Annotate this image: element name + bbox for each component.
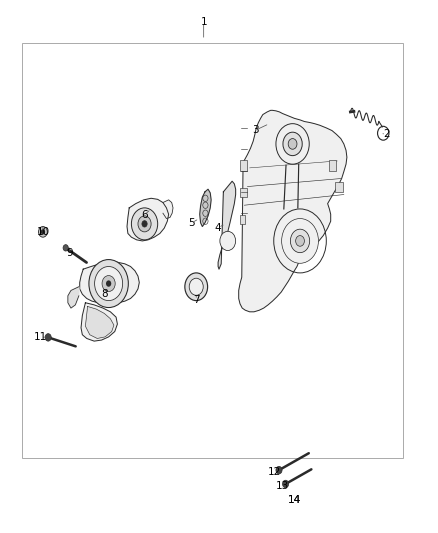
Bar — [22, 43, 403, 458]
Text: 8: 8 — [101, 289, 108, 299]
Circle shape — [296, 236, 304, 246]
Text: 14: 14 — [288, 495, 301, 505]
Bar — [240, 188, 247, 197]
Circle shape — [131, 208, 158, 240]
Text: 12: 12 — [268, 467, 281, 477]
Bar — [328, 160, 336, 171]
Text: 11: 11 — [34, 333, 47, 342]
Circle shape — [106, 280, 111, 287]
Text: 2: 2 — [383, 130, 390, 139]
Bar — [240, 160, 247, 171]
Polygon shape — [85, 306, 114, 338]
Polygon shape — [218, 181, 236, 269]
Circle shape — [39, 227, 47, 237]
Circle shape — [290, 229, 310, 253]
Polygon shape — [81, 303, 117, 341]
Polygon shape — [163, 200, 173, 219]
Circle shape — [189, 278, 203, 295]
Text: 14: 14 — [288, 495, 301, 505]
Text: 3: 3 — [252, 125, 259, 135]
Text: 4: 4 — [215, 223, 222, 232]
Circle shape — [63, 245, 68, 251]
Text: 5: 5 — [188, 218, 195, 228]
Circle shape — [220, 231, 236, 251]
Circle shape — [102, 276, 115, 292]
Bar — [335, 182, 343, 192]
Text: 9: 9 — [67, 248, 74, 258]
Bar — [240, 215, 245, 224]
Circle shape — [138, 216, 151, 232]
Circle shape — [276, 466, 282, 474]
Circle shape — [89, 260, 128, 308]
Text: 7: 7 — [193, 295, 200, 305]
Polygon shape — [127, 198, 169, 241]
Circle shape — [288, 139, 297, 149]
Circle shape — [283, 480, 289, 488]
Text: 10: 10 — [36, 227, 49, 237]
Circle shape — [185, 273, 208, 301]
Polygon shape — [239, 110, 347, 312]
Circle shape — [142, 221, 147, 227]
Text: 6: 6 — [141, 210, 148, 220]
Text: 13: 13 — [276, 481, 289, 491]
Polygon shape — [200, 189, 211, 227]
Text: 1: 1 — [200, 18, 207, 27]
Circle shape — [41, 229, 45, 235]
Circle shape — [283, 132, 302, 156]
Circle shape — [45, 334, 51, 341]
Circle shape — [95, 266, 123, 301]
Polygon shape — [80, 262, 139, 304]
Circle shape — [282, 219, 318, 263]
Polygon shape — [68, 287, 79, 308]
